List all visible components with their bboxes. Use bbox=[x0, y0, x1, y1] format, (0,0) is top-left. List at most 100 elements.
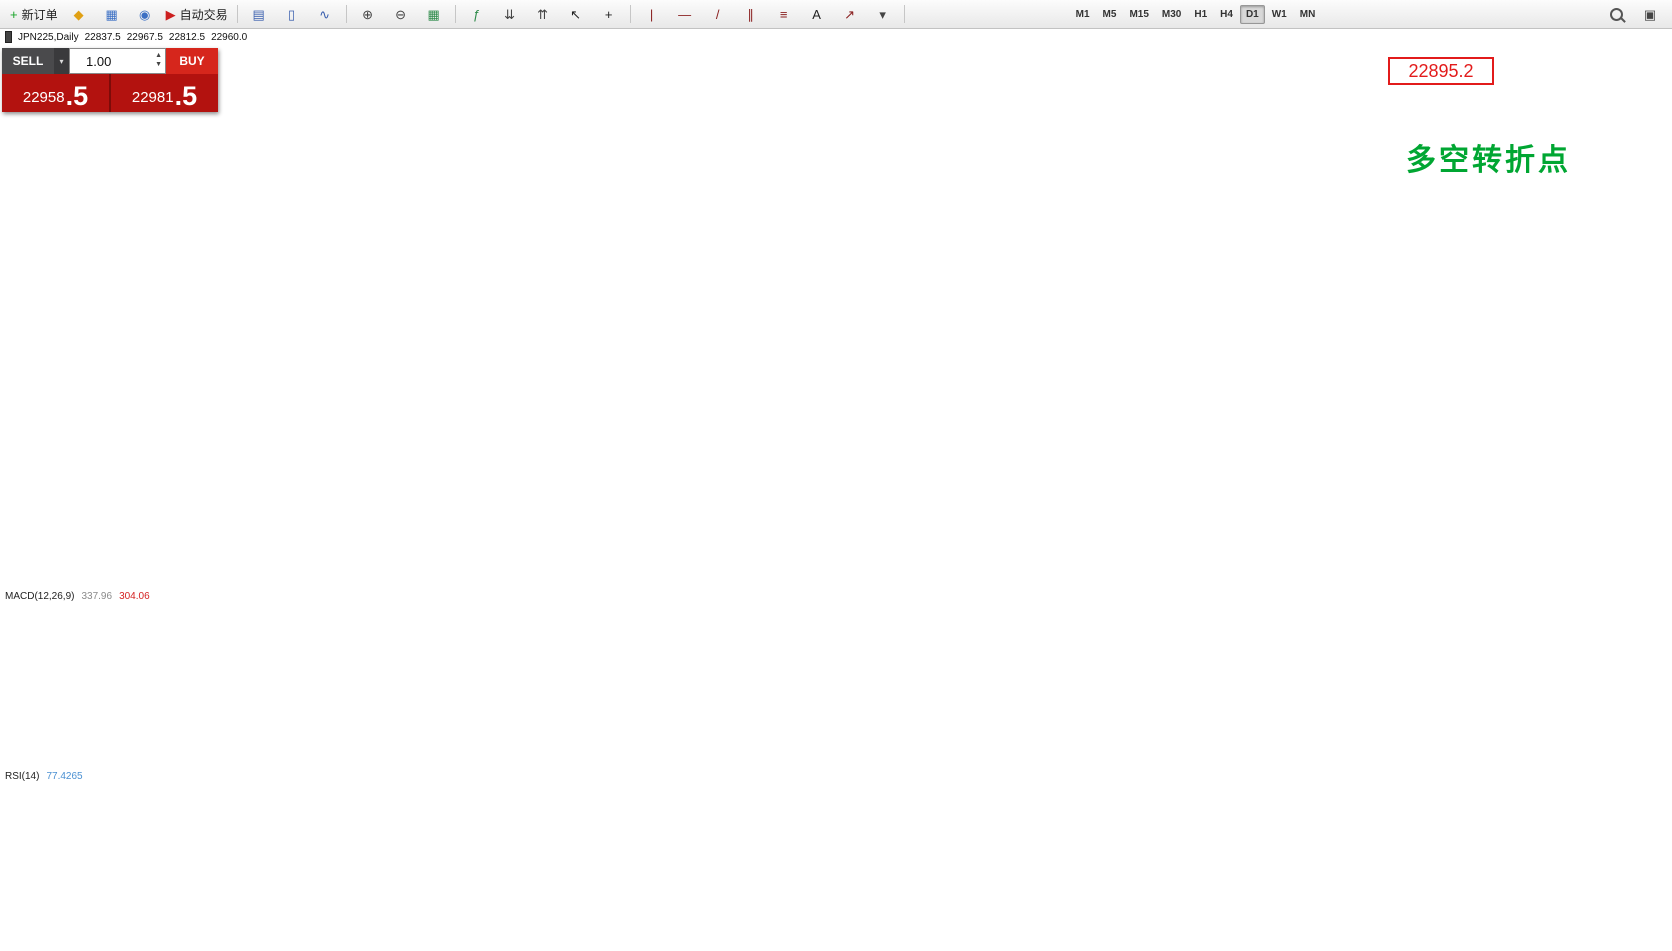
timeframe-mn-button[interactable]: MN bbox=[1299, 8, 1316, 20]
fibonacci-icon: ≡ bbox=[779, 6, 788, 22]
candle-chart-button[interactable]: ▯ bbox=[276, 2, 308, 26]
cursor-button[interactable]: ↖ bbox=[560, 2, 592, 26]
sell-button[interactable]: SELL bbox=[2, 48, 54, 74]
zoom-out-icon: ⊖ bbox=[395, 6, 407, 22]
trendline-icon: / bbox=[715, 6, 720, 22]
chart-symbol-period: JPN225,Daily bbox=[18, 31, 79, 43]
panel-divider bbox=[109, 74, 111, 112]
timeframe-group: M1 M5 M15 M30 H1 H4 D1 W1 MN bbox=[1070, 4, 1322, 24]
volume-input[interactable]: 1.00 ▲ ▼ bbox=[69, 48, 166, 74]
ask-fraction-digits: .5 bbox=[174, 81, 198, 112]
autotrading-button-label: 自动交易 bbox=[179, 7, 228, 22]
toolbar-separator bbox=[345, 5, 347, 23]
line-chart-button[interactable]: ∿ bbox=[309, 2, 341, 26]
macd-indicator-label: MACD(12,26,9) 337.96 304.06 bbox=[5, 591, 150, 602]
zoom-in-icon: ⊕ bbox=[362, 6, 374, 22]
navigator-button[interactable]: ◉ bbox=[129, 2, 161, 26]
ask-main-digits: 22981 bbox=[131, 89, 174, 106]
arrow-object-icon: ↗ bbox=[844, 6, 856, 22]
scroll-end-button[interactable]: ⇊ bbox=[494, 2, 526, 26]
macd-signal-value: 304.06 bbox=[119, 591, 150, 602]
text-button[interactable]: A bbox=[801, 2, 833, 26]
function-icon: ƒ bbox=[473, 6, 481, 22]
crosshair-icon: + bbox=[604, 6, 613, 22]
new-order-button[interactable]: + 新订单 bbox=[6, 2, 62, 26]
rsi-value: 77.4265 bbox=[46, 771, 83, 782]
fibonacci-button[interactable]: ≡ bbox=[768, 2, 800, 26]
ohlc-open: 22837.5 bbox=[84, 31, 121, 43]
grid-icon: ▦ bbox=[427, 6, 440, 22]
autotrading-button[interactable]: ▶ 自动交易 bbox=[162, 2, 232, 26]
bar-chart-button[interactable]: ▤ bbox=[243, 2, 275, 26]
main-toolbar: + 新订单 ◆ ▦ ◉ ▶ 自动交易 ▤ ▯ ∿ ⊕ ⊖ ▦ ƒ ⇊ ⇈ ↖ + | — / ∥ ≡ A ↗ ▾ M1 M5 M15 M3… bbox=[0, 0, 1672, 29]
zoom-out-button[interactable]: ⊖ bbox=[385, 2, 417, 26]
toolbar-separator bbox=[903, 5, 905, 23]
cursor-icon: ↖ bbox=[570, 6, 582, 22]
ohlc-low: 22812.5 bbox=[168, 31, 206, 43]
trendline-button[interactable]: / bbox=[702, 2, 734, 26]
indicators-button[interactable]: ƒ bbox=[461, 2, 493, 26]
arrow-down-icon: ▼ bbox=[155, 61, 162, 69]
turning-point-note[interactable]: 多空转折点 bbox=[1406, 144, 1571, 177]
macd-main-value: 337.96 bbox=[81, 591, 113, 602]
arrow-up-icon: ▲ bbox=[155, 52, 162, 59]
metaeditor-button[interactable]: ◆ bbox=[63, 2, 95, 26]
vline-icon: | bbox=[649, 6, 654, 22]
windows-icon: ▣ bbox=[1643, 6, 1657, 22]
window-list-button[interactable]: ▣ bbox=[1634, 2, 1666, 26]
ohlc-close: 22960.0 bbox=[211, 31, 248, 43]
horizontal-line-button[interactable]: — bbox=[669, 2, 701, 26]
channel-icon: ∥ bbox=[747, 6, 754, 22]
toolbar-separator bbox=[454, 5, 456, 23]
timeframe-m5-button[interactable]: M5 bbox=[1102, 8, 1117, 20]
bid-price[interactable]: 22958 .5 bbox=[2, 74, 109, 112]
hline-icon: — bbox=[678, 6, 692, 22]
candle-icon bbox=[5, 31, 12, 43]
new-order-button-label: 新订单 bbox=[21, 7, 58, 22]
shapes-button[interactable]: ▾ bbox=[867, 2, 899, 26]
timeframe-d1-button[interactable]: D1 bbox=[1239, 4, 1265, 24]
toolbar-separator bbox=[629, 5, 631, 23]
toolbar-right-group: ▣ bbox=[1600, 2, 1666, 26]
price-annotation-box[interactable]: 22895.2 bbox=[1388, 57, 1494, 85]
timeframe-m30-button[interactable]: M30 bbox=[1161, 8, 1182, 20]
channel-button[interactable]: ∥ bbox=[735, 2, 767, 26]
search-icon bbox=[1609, 7, 1623, 21]
diamond-icon: ◆ bbox=[73, 6, 84, 22]
target-icon: ◉ bbox=[138, 6, 151, 22]
rsi-indicator-label: RSI(14) 77.4265 bbox=[5, 771, 83, 782]
text-icon: A bbox=[812, 6, 821, 22]
bid-main-digits: 22958 bbox=[22, 89, 65, 106]
arrow-double-down-icon: ⇊ bbox=[504, 6, 516, 22]
timeframe-h4-button[interactable]: H4 bbox=[1220, 8, 1233, 20]
volume-stepper[interactable]: ▲ ▼ bbox=[155, 51, 162, 69]
vertical-line-button[interactable]: | bbox=[636, 2, 668, 26]
zoom-in-button[interactable]: ⊕ bbox=[352, 2, 384, 26]
volume-value: 1.00 bbox=[86, 53, 112, 69]
ohlc-high: 22967.5 bbox=[126, 31, 163, 43]
timeframe-h1-button[interactable]: H1 bbox=[1194, 8, 1208, 20]
crosshair-button[interactable]: + bbox=[593, 2, 625, 26]
timeframe-w1-button[interactable]: W1 bbox=[1271, 8, 1287, 20]
chevron-down-icon: ▾ bbox=[59, 56, 64, 66]
panel-icon: ▦ bbox=[105, 6, 118, 22]
one-click-trading-panel: SELL ▾ 1.00 ▲ ▼ BUY 22958 .5 22981 .5 bbox=[2, 48, 218, 112]
toolbar-separator bbox=[236, 5, 238, 23]
buy-button[interactable]: BUY bbox=[166, 48, 218, 74]
line-icon: ∿ bbox=[319, 6, 331, 22]
bid-fraction-digits: .5 bbox=[65, 81, 89, 112]
timeframe-m15-button[interactable]: M15 bbox=[1129, 8, 1149, 20]
arrow-objects-button[interactable]: ↗ bbox=[834, 2, 866, 26]
plus-icon: + bbox=[10, 6, 18, 22]
arrow-double-up-icon: ⇈ bbox=[537, 6, 549, 22]
tile-windows-button[interactable]: ▦ bbox=[418, 2, 450, 26]
order-mode-dropdown[interactable]: ▾ bbox=[54, 48, 69, 74]
macd-name: MACD(12,26,9) bbox=[5, 591, 75, 602]
timeframe-m1-button[interactable]: M1 bbox=[1075, 8, 1090, 20]
search-button[interactable] bbox=[1600, 2, 1632, 26]
market-watch-button[interactable]: ▦ bbox=[96, 2, 128, 26]
shift-chart-button[interactable]: ⇈ bbox=[527, 2, 559, 26]
ask-price[interactable]: 22981 .5 bbox=[111, 74, 218, 112]
chart-ohlc-info: JPN225,Daily 22837.5 22967.5 22812.5 229… bbox=[5, 31, 247, 43]
chevron-down-icon: ▾ bbox=[879, 6, 886, 22]
